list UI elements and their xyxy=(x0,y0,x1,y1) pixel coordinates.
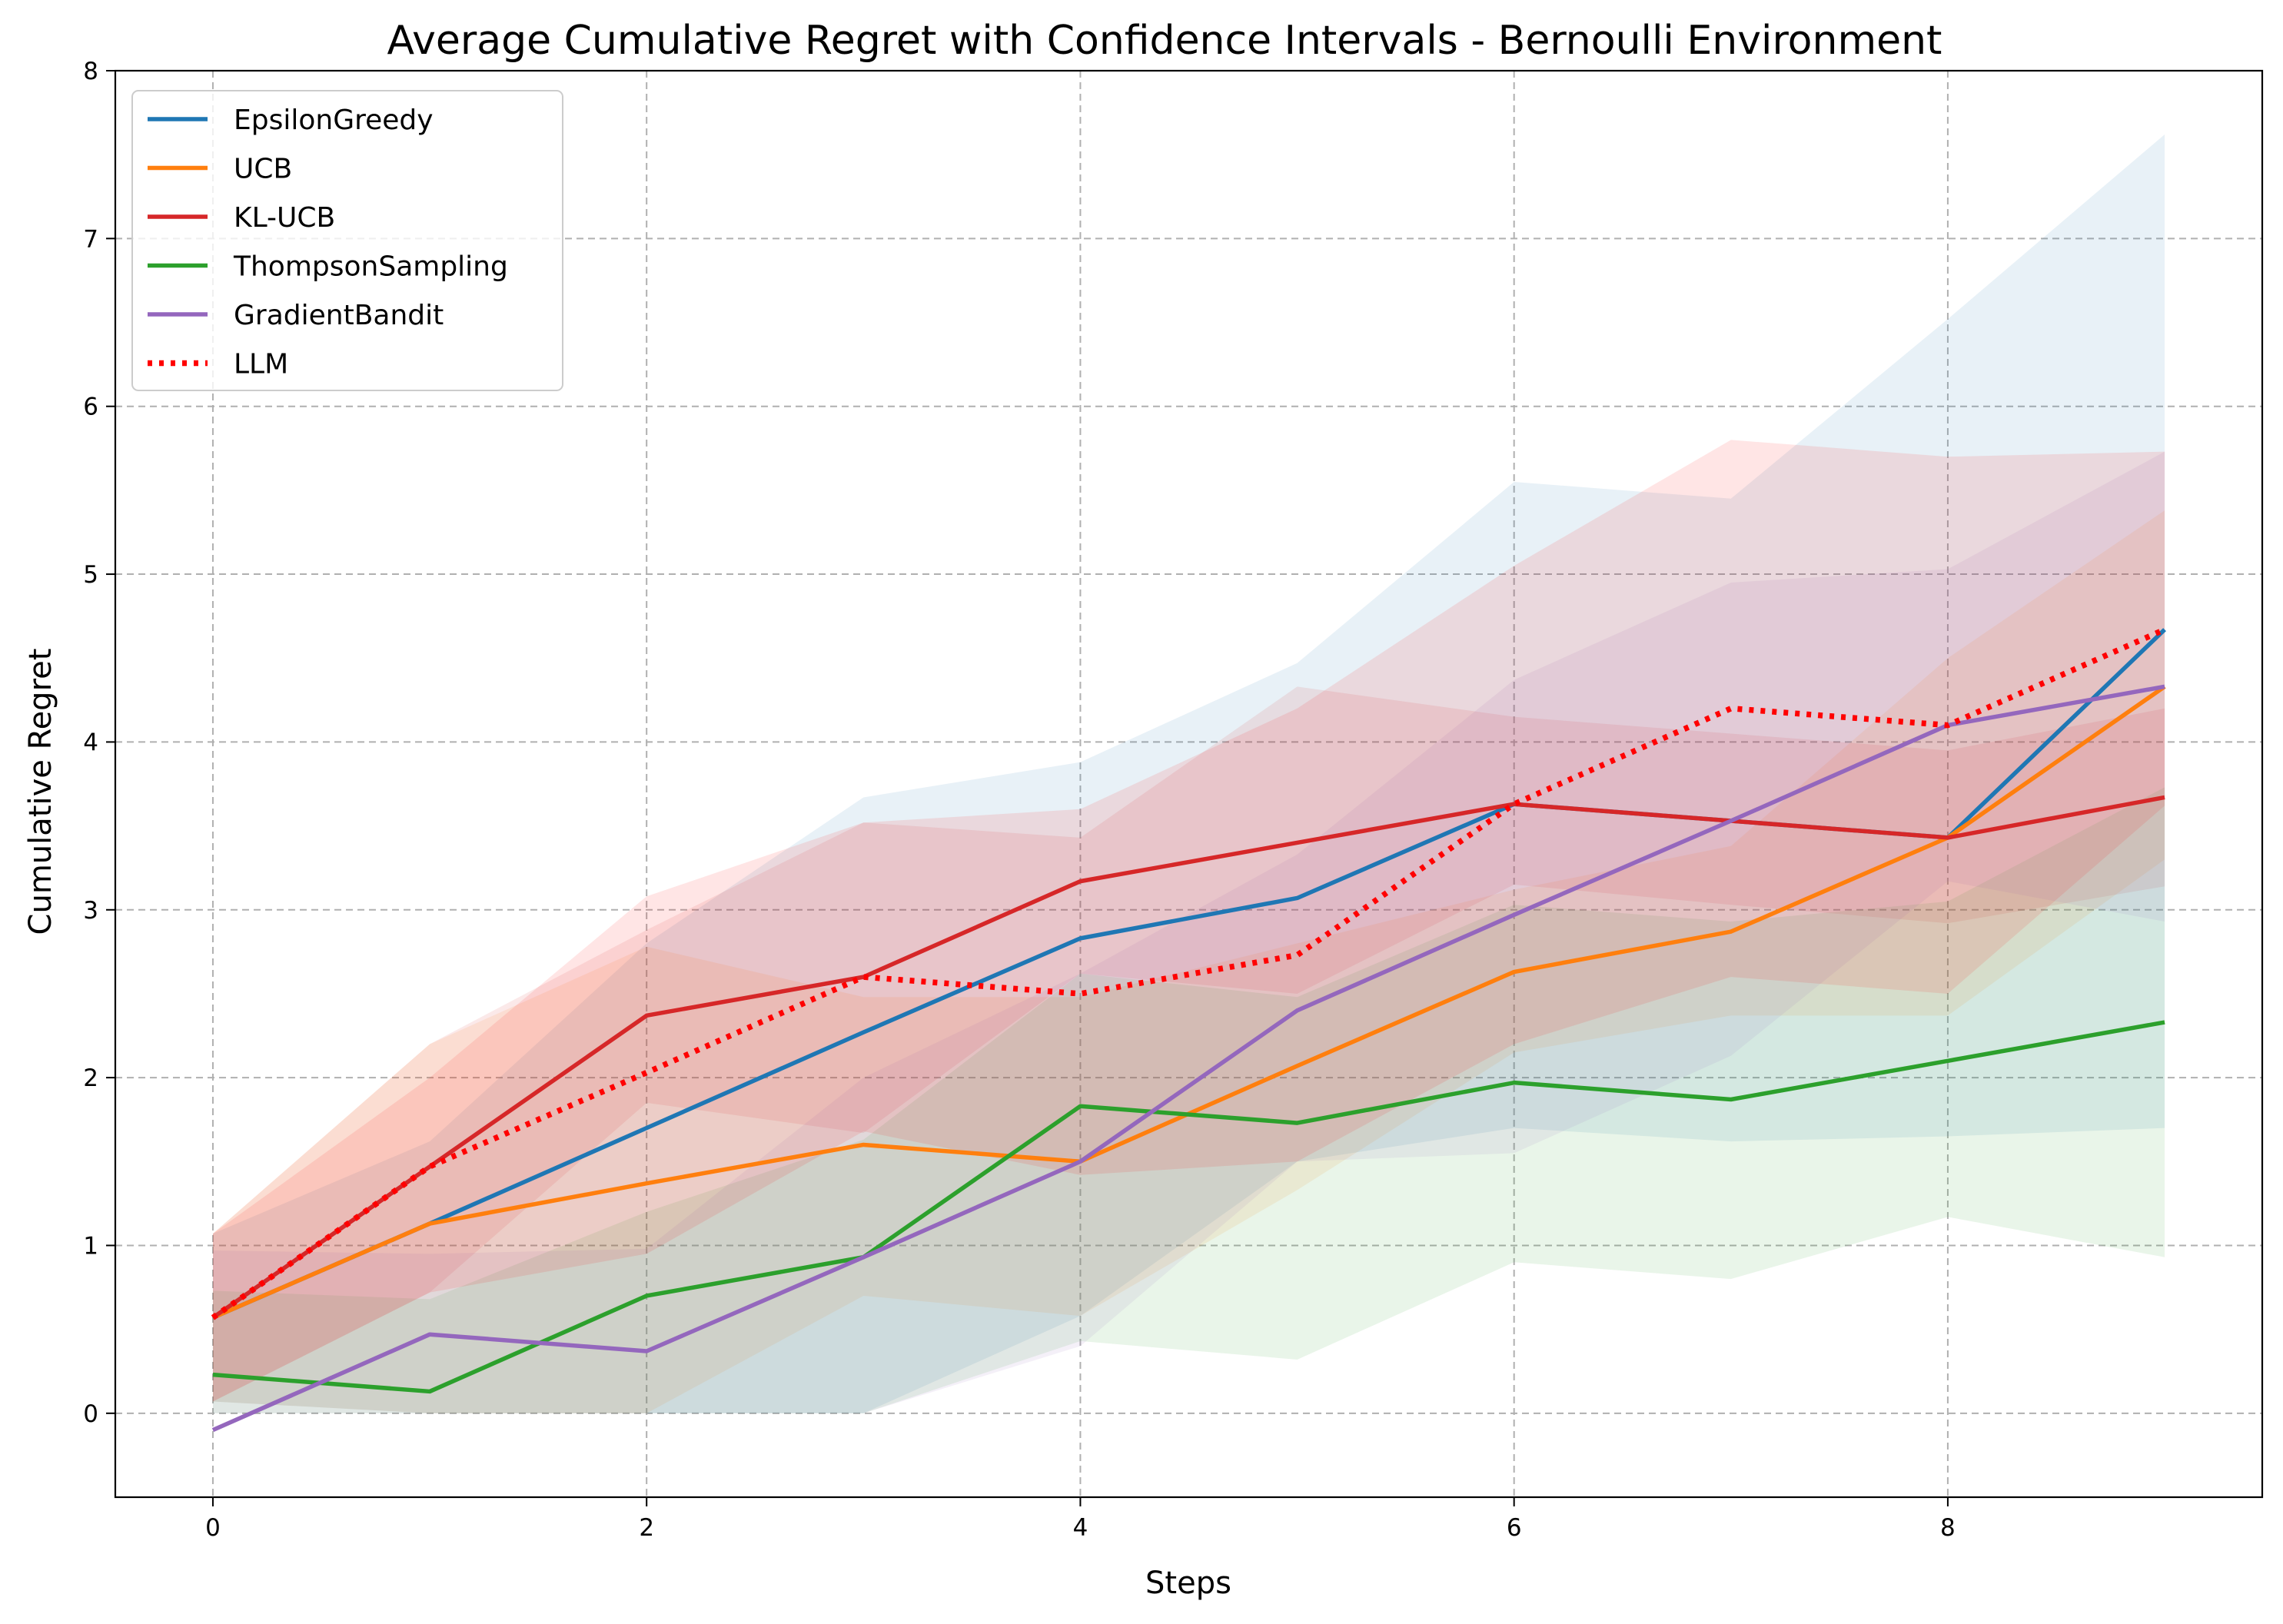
ci-band-ucb xyxy=(212,510,2165,1413)
x-axis-label: Steps xyxy=(1145,1566,1231,1601)
x-tick-label: 2 xyxy=(639,1514,654,1542)
y-tick-label: 6 xyxy=(83,394,98,421)
series-lines xyxy=(211,626,2166,1433)
legend-label: KL-UCB xyxy=(234,202,335,234)
y-axis-label: Cumulative Regret xyxy=(23,649,58,935)
y-tick-label: 3 xyxy=(83,897,98,925)
x-tick-label: 8 xyxy=(1940,1514,1956,1542)
legend-box xyxy=(131,90,563,391)
y-tick-label: 2 xyxy=(83,1064,98,1092)
y-tick-label: 0 xyxy=(83,1400,98,1428)
legend-label: GradientBandit xyxy=(234,300,444,331)
chart-title: Average Cumulative Regret with Confidenc… xyxy=(387,18,1942,64)
ci-band-kl-ucb xyxy=(212,686,2165,1402)
y-tick-label: 1 xyxy=(83,1232,98,1260)
plot-frame xyxy=(114,69,2264,1499)
x-tick-label: 0 xyxy=(205,1514,221,1542)
legend: EpsilonGreedy UCB KL-UCB ThompsonSampling Gr… xyxy=(131,90,563,391)
y-tick-label: 4 xyxy=(83,729,98,756)
x-axis-ticks: 0 2 4 6 8 xyxy=(205,1497,1956,1542)
y-tick-label: 7 xyxy=(83,225,98,253)
ci-band-llm xyxy=(212,440,2165,1402)
x-tick-label: 6 xyxy=(1507,1514,1522,1542)
series-line-gradientbandit xyxy=(211,684,2165,1433)
legend-label: EpsilonGreedy xyxy=(234,105,434,136)
y-tick-label: 5 xyxy=(83,561,98,589)
series-line-kl-ucb xyxy=(211,795,2165,1320)
y-axis-ticks: 0 1 2 3 4 5 6 7 8 xyxy=(83,58,115,1428)
legend-label: LLM xyxy=(234,349,288,380)
x-tick-label: 4 xyxy=(1073,1514,1088,1542)
series-line-llm xyxy=(211,626,2166,1320)
legend-label: ThompsonSampling xyxy=(233,251,508,283)
y-tick-label: 8 xyxy=(83,58,98,85)
ci-band-gradientbandit xyxy=(212,451,2165,1413)
legend-label: UCB xyxy=(234,154,292,185)
